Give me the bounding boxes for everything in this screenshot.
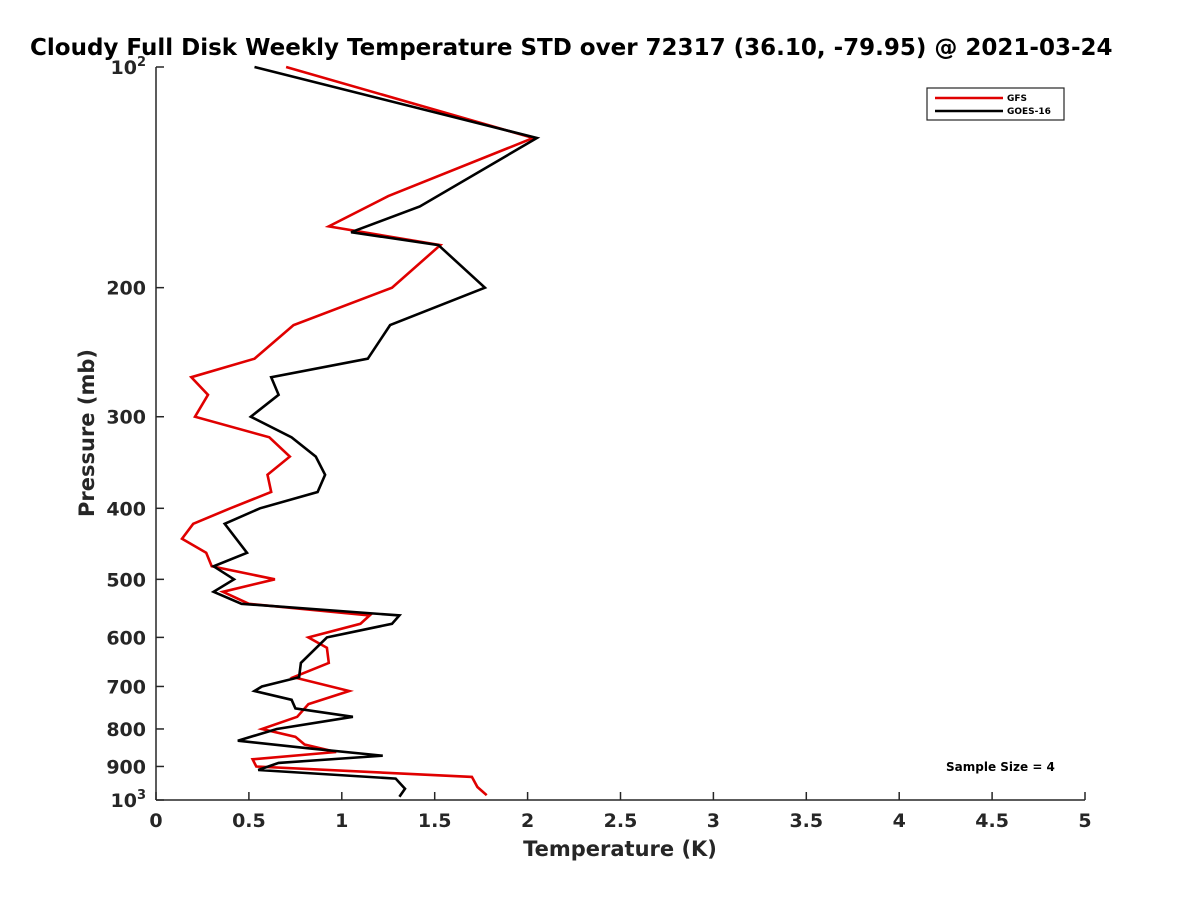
x-tick-label-6: 3 bbox=[707, 810, 720, 832]
y-tick-label-0: 102 bbox=[111, 55, 147, 79]
series-line-gfs bbox=[180, 65, 538, 797]
x-tick-label-7: 3.5 bbox=[789, 810, 823, 832]
sample-size-annotation: Sample Size = 4 bbox=[946, 760, 1055, 774]
y-tick-label-4: 500 bbox=[106, 569, 146, 591]
x-axis-label: Temperature (K) bbox=[523, 837, 717, 861]
legend-label-gfs: GFS bbox=[1007, 94, 1027, 104]
x-tick-label-0: 0 bbox=[149, 810, 162, 832]
legend-label-goes-16: GOES-16 bbox=[1007, 107, 1051, 117]
y-tick-label-9: 103 bbox=[111, 788, 147, 812]
y-tick-label-8: 900 bbox=[106, 756, 146, 778]
y-tick-label-1: 200 bbox=[106, 278, 146, 300]
x-tick-label-5: 2.5 bbox=[604, 810, 638, 832]
axes: 0 0.5 1 1.5 2 2.5 3 3.5 4 4.5 5 102 200 300 400 500 600 7… bbox=[106, 55, 1091, 832]
x-tick-label-3: 1.5 bbox=[418, 810, 452, 832]
x-tick-label-10: 5 bbox=[1078, 810, 1091, 832]
y-tick-label-6: 700 bbox=[106, 676, 146, 698]
y-tick-label-2: 300 bbox=[106, 407, 146, 429]
series-line-goes-16 bbox=[210, 65, 541, 798]
x-tick-label-4: 2 bbox=[521, 810, 534, 832]
x-tick-label-9: 4.5 bbox=[975, 810, 1009, 832]
chart-title: Cloudy Full Disk Weekly Temperature STD … bbox=[30, 35, 1113, 61]
series-layer bbox=[180, 65, 541, 798]
y-tick-label-7: 800 bbox=[106, 719, 146, 741]
x-tick-label-2: 1 bbox=[335, 810, 348, 832]
legend: GFS GOES-16 bbox=[926, 87, 1065, 121]
legend-box bbox=[926, 87, 1065, 121]
plot-area: 0 0.5 1 1.5 2 2.5 3 3.5 4 4.5 5 102 200 300 400 500 600 7… bbox=[106, 55, 1091, 832]
y-tick-label-5: 600 bbox=[106, 627, 146, 649]
y-axis-label: Pressure (mb) bbox=[75, 349, 99, 517]
x-tick-label-8: 4 bbox=[893, 810, 906, 832]
x-tick-label-1: 0.5 bbox=[232, 810, 266, 832]
y-tick-label-3: 400 bbox=[106, 498, 146, 520]
